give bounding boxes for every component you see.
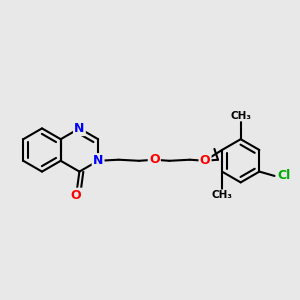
Text: CH₃: CH₃	[230, 111, 251, 121]
Text: N: N	[93, 154, 103, 167]
Text: O: O	[71, 189, 82, 202]
Text: CH₃: CH₃	[212, 190, 233, 200]
Text: O: O	[200, 154, 210, 167]
Text: O: O	[149, 153, 160, 166]
Text: N: N	[74, 122, 85, 135]
Text: Cl: Cl	[277, 169, 290, 182]
